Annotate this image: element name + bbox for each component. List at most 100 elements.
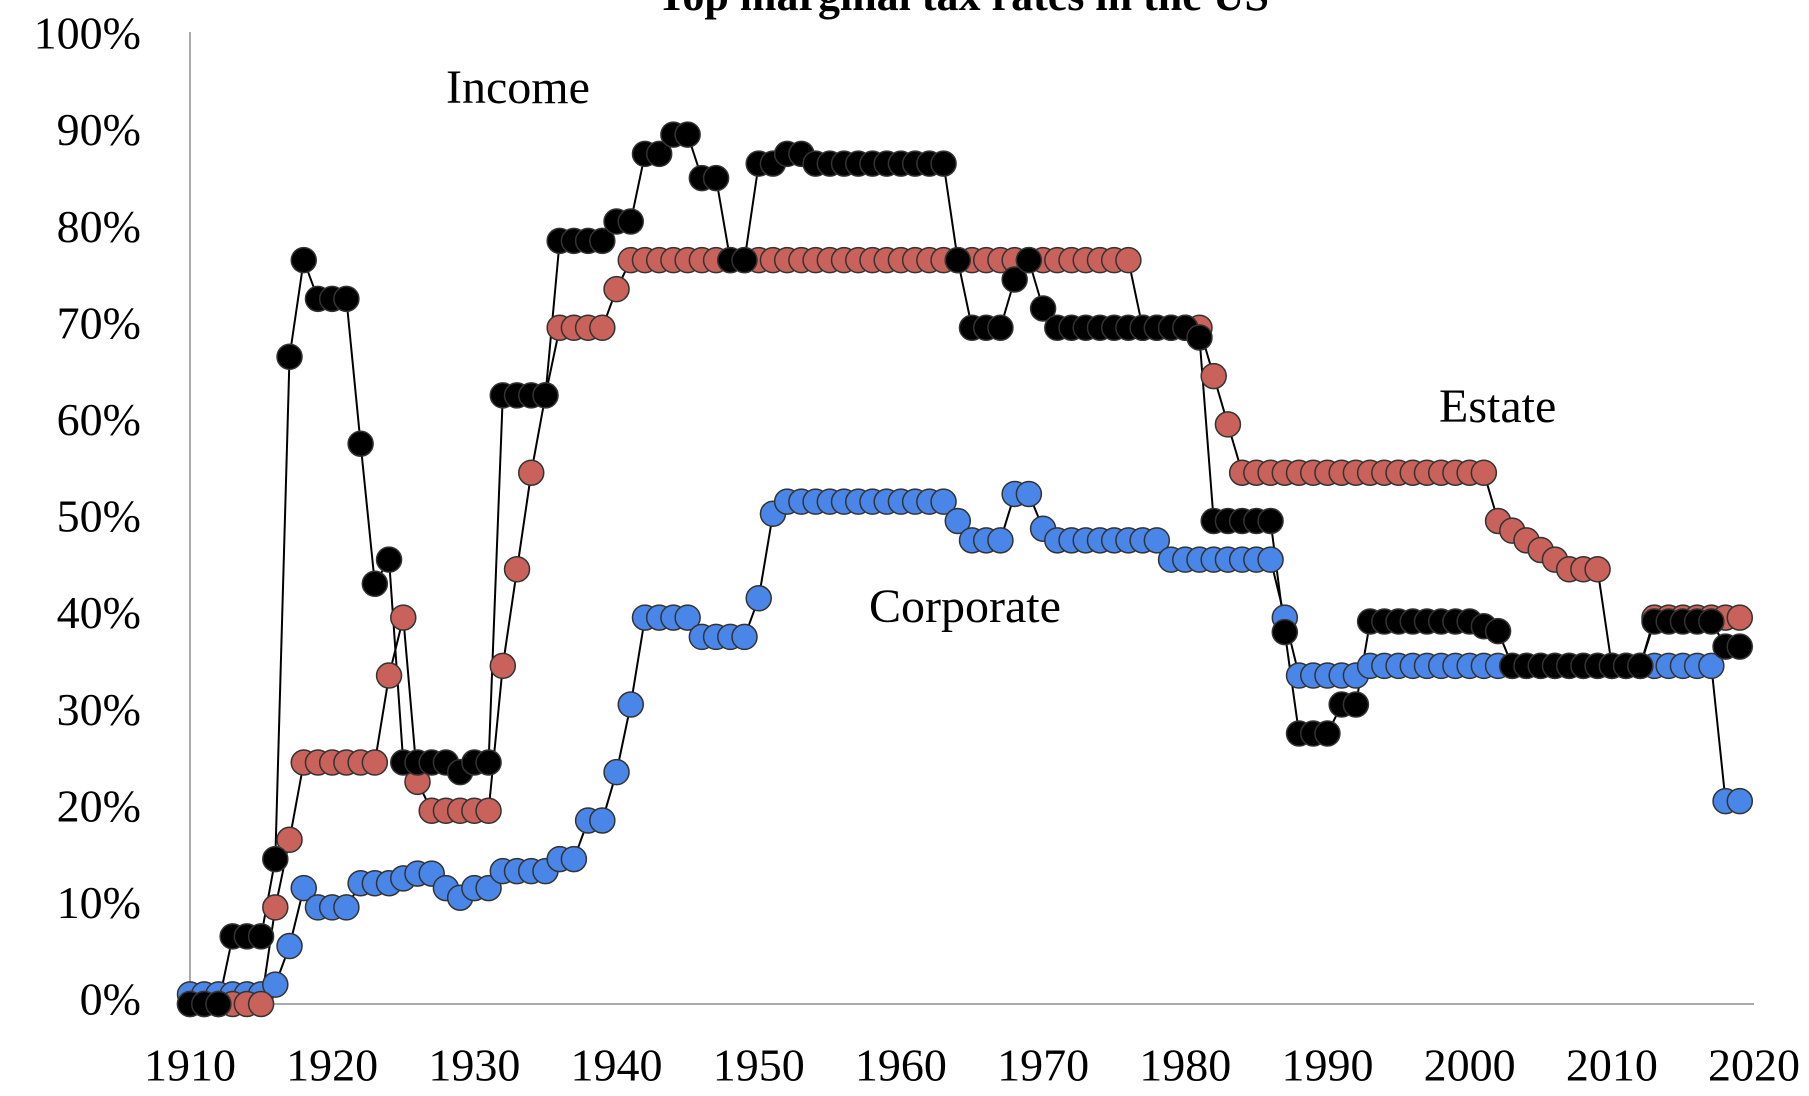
x-tick-label: 1990 [1281,1040,1373,1091]
marker [1115,246,1142,274]
y-tick-label: 80% [57,201,141,252]
y-tick-label: 70% [57,297,141,348]
marker [1029,295,1057,322]
marker [247,923,275,950]
x-tick-label: 1910 [144,1040,236,1091]
marker [944,507,972,535]
marker [1584,556,1611,583]
y-tick-label: 10% [57,877,141,928]
marker [276,932,303,960]
marker [262,845,289,873]
marker [617,208,645,235]
marker [1726,633,1754,660]
x-tick-label: 1960 [855,1040,947,1091]
marker [333,894,360,921]
marker [517,459,545,486]
x-tick-label: 1920 [286,1040,378,1091]
marker [930,488,957,515]
marker [375,662,403,689]
annotation: Corporate [869,580,1061,633]
annotation: Income [446,61,590,114]
marker [674,604,701,631]
series-line [190,492,1740,996]
marker [1186,324,1213,351]
marker [1257,507,1284,535]
y-tick-label: 90% [57,104,141,155]
marker [262,971,289,998]
marker [731,246,758,274]
marker [1271,618,1299,646]
marker [262,894,289,921]
x-tick-label: 1940 [571,1040,663,1091]
y-tick-label: 0% [80,974,141,1025]
marker [1342,691,1370,718]
marker [290,246,317,274]
marker [503,556,531,583]
marker [475,874,502,902]
marker [987,527,1014,554]
marker [1484,617,1512,645]
x-tick-label: 1930 [428,1040,520,1091]
marker [1698,652,1725,680]
marker [1001,266,1028,293]
marker [1627,652,1654,680]
y-tick-label: 100% [34,8,141,59]
marker [603,275,630,303]
chart-title: Top marginal tax rates in the US [657,0,1269,20]
marker [930,150,957,177]
marker [361,749,389,776]
marker [617,691,645,718]
marker [745,585,772,612]
marker [1470,459,1498,486]
marker [589,227,616,255]
marker [276,826,303,854]
marker [205,990,232,1018]
y-tick-label: 50% [57,491,141,542]
marker [674,121,701,148]
marker [1143,527,1171,554]
marker [1726,604,1754,631]
marker [532,382,559,409]
marker [489,652,517,680]
marker [603,758,630,786]
marker [475,749,502,776]
y-tick-label: 40% [57,587,141,638]
marker [333,285,360,313]
marker [1015,480,1043,508]
x-tick-label: 1950 [713,1040,805,1091]
marker [475,797,502,825]
marker [1200,362,1227,390]
marker [589,807,616,834]
x-tick-label: 1970 [997,1040,1089,1091]
y-tick-label: 20% [57,780,141,831]
marker [347,430,374,457]
x-tick-label: 2020 [1708,1040,1800,1091]
marker [702,164,730,192]
marker [1257,546,1284,573]
marker [361,570,389,598]
marker [645,140,673,168]
marker [1698,608,1725,635]
marker [987,314,1014,342]
marker [1214,411,1242,438]
marker [944,246,972,274]
x-tick-label: 2010 [1566,1040,1658,1091]
marker [247,990,275,1018]
marker [390,604,417,631]
y-tick-label: 30% [57,684,141,735]
y-tick-label: 60% [57,394,141,445]
x-tick-label: 1980 [1139,1040,1231,1091]
marker [1314,720,1341,747]
marker [1726,787,1754,815]
marker [1015,246,1043,274]
marker [375,546,403,573]
marker [560,845,588,873]
x-tick-label: 2000 [1424,1040,1516,1091]
marker [731,623,758,651]
marker [290,874,317,902]
marker [589,314,616,342]
marker [276,343,303,371]
annotation: Estate [1439,380,1556,433]
